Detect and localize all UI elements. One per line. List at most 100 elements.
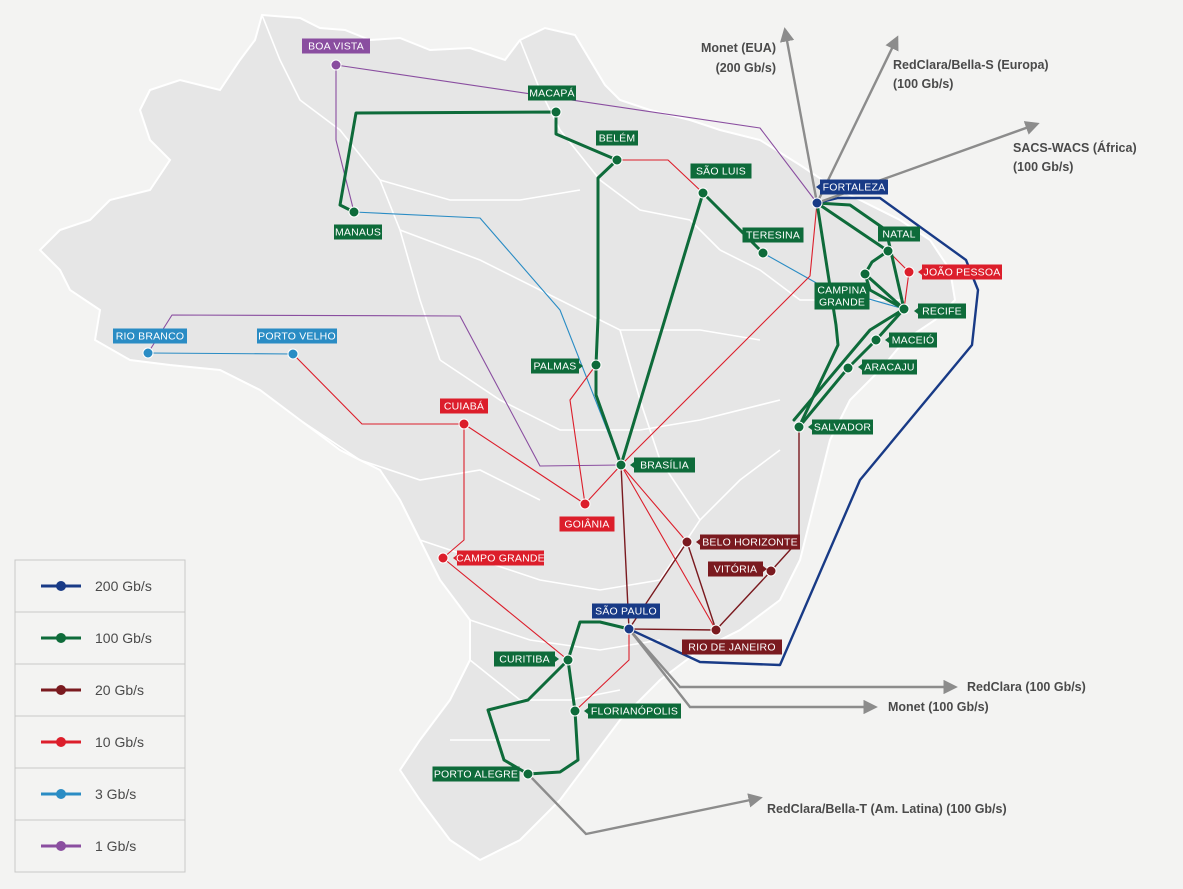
label-box bbox=[634, 457, 695, 473]
link-fortaleza-recife bbox=[792, 201, 906, 422]
label-box bbox=[708, 561, 763, 577]
link-fortaleza-salvador bbox=[797, 201, 840, 429]
link-portovelho-cuiaba bbox=[292, 353, 465, 425]
node-campinagrande[interactable] bbox=[859, 268, 871, 280]
node-maceio[interactable] bbox=[870, 334, 882, 346]
node-curitiba[interactable] bbox=[562, 654, 574, 666]
label-box bbox=[457, 550, 544, 566]
node-portoalegre[interactable] bbox=[522, 768, 534, 780]
label-riobranco: RIO BRANCO bbox=[113, 328, 187, 344]
link-saoluis-brasilia bbox=[619, 191, 705, 467]
node-natal[interactable] bbox=[882, 245, 894, 257]
node-saopaulo[interactable] bbox=[623, 623, 635, 635]
link-joaopessoa-recife bbox=[903, 271, 910, 310]
link-riodejaneiro-vitoria bbox=[715, 570, 772, 631]
node-manaus[interactable] bbox=[348, 206, 360, 218]
city-labels: BOA VISTA MACAPÁ BELÉM MANAUS SÃO LUIS TERESI… bbox=[113, 38, 1002, 782]
link-cuiaba-goiania bbox=[463, 423, 586, 505]
legend-dot bbox=[56, 737, 66, 747]
intl-label-sacs-wacs: (100 Gb/s) bbox=[1013, 160, 1073, 174]
link-manaus-belem bbox=[338, 110, 619, 214]
link-boavista-manaus bbox=[335, 64, 355, 213]
label-saopaulo: SÃO PAULO bbox=[592, 603, 660, 619]
node-palmas[interactable] bbox=[590, 359, 602, 371]
intl-label-redclara-bella-s: (100 Gb/s) bbox=[893, 77, 953, 91]
intl-label-redclara-bella-t: RedClara/Bella-T (Am. Latina) (100 Gb/s) bbox=[767, 802, 1007, 816]
label-text: MANAUS bbox=[335, 227, 381, 239]
link-belem-brasilia bbox=[594, 158, 623, 467]
label-box bbox=[113, 328, 187, 344]
label-belohorizonte: BELO HORIZONTE bbox=[696, 534, 800, 550]
label-box bbox=[862, 359, 917, 375]
intl-link-redclara-bella-s bbox=[815, 35, 899, 204]
legend-item-100: 100 Gb/s bbox=[41, 630, 152, 646]
label-text: ARACAJU bbox=[864, 362, 914, 374]
node-riobranco[interactable] bbox=[142, 347, 154, 359]
node-saoluis[interactable] bbox=[697, 187, 709, 199]
node-teresina[interactable] bbox=[757, 247, 769, 259]
legend-item-20: 20 Gb/s bbox=[41, 682, 144, 698]
label-text: NATAL bbox=[882, 229, 915, 241]
label-saoluis: SÃO LUIS bbox=[690, 163, 752, 179]
node-belem[interactable] bbox=[611, 154, 623, 166]
node-campogrande[interactable] bbox=[437, 552, 449, 564]
intl-label-monet-eua: Monet (EUA) bbox=[701, 41, 776, 55]
intl-label-redclara-bella-s: RedClara/Bella-S (Europa) bbox=[893, 58, 1049, 72]
state-border bbox=[439, 359, 781, 431]
node-macapa[interactable] bbox=[550, 106, 562, 118]
label-macapa: MACAPÁ bbox=[528, 85, 576, 101]
node-riodejaneiro[interactable] bbox=[710, 624, 722, 636]
label-box bbox=[588, 703, 681, 719]
label-salvador: SALVADOR bbox=[808, 419, 873, 435]
intl-label-sacs-wacs: SACS-WACS (África) bbox=[1013, 140, 1137, 155]
legend-item-200: 200 Gb/s bbox=[41, 578, 152, 594]
state-border bbox=[399, 229, 761, 341]
label-box bbox=[596, 130, 638, 146]
label-text: CUIABÁ bbox=[444, 400, 484, 413]
label-box bbox=[889, 332, 937, 348]
node-vitoria[interactable] bbox=[765, 565, 777, 577]
link-saoluis-teresina bbox=[701, 191, 765, 255]
node-aracaju[interactable] bbox=[842, 362, 854, 374]
label-manaus: MANAUS bbox=[334, 224, 382, 240]
node-goiania[interactable] bbox=[579, 498, 591, 510]
label-text: TERESINA bbox=[746, 230, 800, 242]
link-belohorizonte-riodejaneiro bbox=[686, 541, 717, 631]
label-box bbox=[531, 358, 579, 374]
node-boavista[interactable] bbox=[330, 59, 342, 71]
label-box bbox=[700, 534, 800, 550]
node-cuiaba[interactable] bbox=[458, 418, 470, 430]
label-box bbox=[922, 264, 1002, 280]
label-brasilia: BRASÍLIA bbox=[630, 457, 695, 473]
label-box bbox=[878, 226, 920, 242]
node-fortaleza[interactable] bbox=[811, 197, 823, 209]
node-belohorizonte[interactable] bbox=[681, 536, 693, 548]
label-text: FORTALEZA bbox=[823, 182, 886, 194]
label-text: PALMAS bbox=[533, 361, 576, 373]
link-saopaulo-florianopolis bbox=[574, 628, 630, 712]
label-text: JOÃO PESSOA bbox=[924, 266, 1001, 279]
label-box bbox=[592, 603, 660, 619]
label-curitiba: CURITIBA bbox=[494, 651, 559, 667]
legend-label: 3 Gb/s bbox=[95, 786, 136, 802]
label-text: PORTO VELHO bbox=[258, 331, 336, 343]
node-florianopolis[interactable] bbox=[569, 705, 581, 717]
node-recife[interactable] bbox=[898, 303, 910, 315]
node-brasilia[interactable] bbox=[615, 459, 627, 471]
label-campogrande: CAMPO GRANDE bbox=[453, 550, 545, 566]
label-teresina: TERESINA bbox=[742, 227, 804, 243]
legend-dot bbox=[56, 581, 66, 591]
state-border bbox=[379, 179, 581, 201]
node-salvador[interactable] bbox=[793, 421, 805, 433]
label-box bbox=[814, 282, 870, 310]
international-links: Monet (EUA) (200 Gb/s) RedClara/Bella-S (E… bbox=[527, 27, 1137, 836]
label-text: PORTO ALEGRE bbox=[434, 769, 518, 781]
intl-link-redclara bbox=[628, 628, 958, 695]
node-portovelho[interactable] bbox=[287, 348, 299, 360]
legend-item-10: 10 Gb/s bbox=[41, 734, 144, 750]
intl-label-redclara: RedClara (100 Gb/s) bbox=[967, 680, 1086, 694]
label-text: CURITIBA bbox=[499, 654, 550, 666]
state-border bbox=[299, 419, 541, 501]
node-joaopessoa[interactable] bbox=[903, 266, 915, 278]
